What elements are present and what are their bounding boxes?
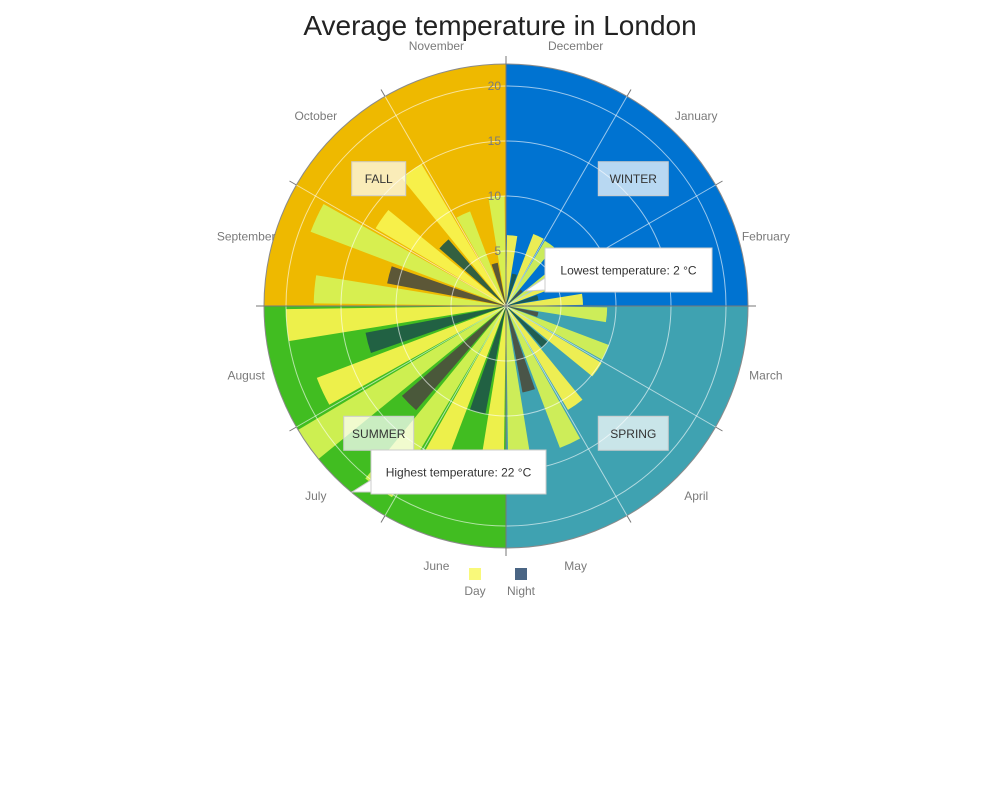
legend-label-day: Day — [464, 584, 485, 598]
axis-tick — [289, 180, 297, 186]
annotation-highest: Highest temperature: 22 °C — [350, 449, 547, 495]
bar-night-december-1 — [506, 273, 517, 306]
legend-item-night[interactable]: Night — [507, 568, 536, 598]
bar-night-november-1 — [491, 262, 506, 306]
grid-spoke — [505, 96, 628, 307]
bar-day-january-0 — [506, 240, 554, 306]
bar-day-march-2 — [506, 306, 609, 360]
bar-night-april-1 — [506, 306, 548, 348]
bar-day-june-2 — [412, 306, 506, 486]
axis-tick — [715, 180, 723, 186]
bar-day-october-0 — [375, 210, 506, 306]
month-label-march: March — [749, 369, 782, 383]
legend-item-day[interactable]: Day — [464, 568, 486, 598]
month-label-september: September — [217, 229, 276, 243]
svg-text:SUMMER: SUMMER — [352, 427, 406, 441]
bar-day-november-2 — [488, 196, 506, 306]
bar-day-december-0 — [506, 235, 518, 306]
axis-tick — [289, 426, 297, 432]
bar-night-february-1 — [506, 295, 539, 306]
radial-tick-label: 15 — [488, 134, 502, 148]
axis-tick — [626, 515, 632, 523]
month-label-february: February — [742, 229, 790, 243]
bar-day-february-2 — [506, 293, 583, 306]
bar-day-october-2 — [401, 164, 506, 306]
month-label-november: November — [409, 39, 464, 53]
radial-tick-label: 10 — [488, 189, 502, 203]
bar-day-september-0 — [313, 275, 506, 306]
season-label-fall: FALL — [351, 161, 407, 197]
grid-spoke — [384, 96, 507, 307]
grid-spoke — [296, 184, 507, 307]
bar-day-december-2 — [506, 234, 544, 306]
month-label-october: October — [294, 109, 337, 123]
month-label-december: December — [548, 39, 603, 53]
bar-day-may-0 — [506, 306, 581, 448]
svg-text:Highest temperature: 22 °C: Highest temperature: 22 °C — [386, 466, 532, 480]
grid-spoke — [505, 305, 716, 428]
bar-night-may-1 — [506, 306, 535, 393]
radial-tick-label: 20 — [488, 79, 502, 93]
legend-swatch-night — [515, 568, 527, 580]
bar-night-september-1 — [387, 266, 506, 306]
season-label-winter: WINTER — [597, 161, 669, 197]
axis-tick — [715, 426, 723, 432]
month-label-june: June — [423, 559, 449, 573]
legend-label-night: Night — [507, 584, 536, 598]
season-label-summer: SUMMER — [343, 415, 415, 451]
grid-spoke — [505, 305, 628, 516]
radial-tick-label: 5 — [494, 244, 501, 258]
bar-day-august-0 — [316, 306, 506, 405]
season-label-spring: SPRING — [597, 415, 669, 451]
bar-day-june-0 — [477, 306, 506, 484]
svg-text:SPRING: SPRING — [610, 427, 656, 441]
bar-night-january-1 — [506, 289, 523, 306]
bar-day-april-2 — [506, 306, 583, 410]
svg-text:Lowest temperature: 2 °C: Lowest temperature: 2 °C — [560, 264, 697, 278]
bar-day-april-0 — [506, 306, 602, 377]
legend-swatch-day — [469, 568, 481, 580]
month-label-august: August — [227, 369, 265, 383]
bar-night-august-1 — [365, 306, 506, 354]
svg-text:WINTER: WINTER — [610, 172, 658, 186]
bar-night-june-1 — [469, 306, 506, 415]
grid-spoke — [296, 305, 507, 428]
bar-day-may-2 — [506, 306, 533, 471]
month-label-january: January — [675, 109, 718, 123]
axis-tick — [380, 89, 386, 97]
svg-text:FALL: FALL — [365, 172, 393, 186]
month-label-april: April — [684, 489, 708, 503]
axis-tick — [380, 515, 386, 523]
bar-day-march-0 — [506, 306, 608, 323]
annotation-lowest: Lowest temperature: 2 °C — [523, 247, 713, 293]
bar-day-november-0 — [456, 211, 506, 306]
chart-title: Average temperature in London — [303, 10, 697, 41]
month-label-may: May — [564, 559, 587, 573]
bar-night-march-1 — [506, 306, 539, 317]
month-label-july: July — [305, 489, 326, 503]
bar-night-october-1 — [439, 239, 506, 306]
axis-tick — [626, 89, 632, 97]
